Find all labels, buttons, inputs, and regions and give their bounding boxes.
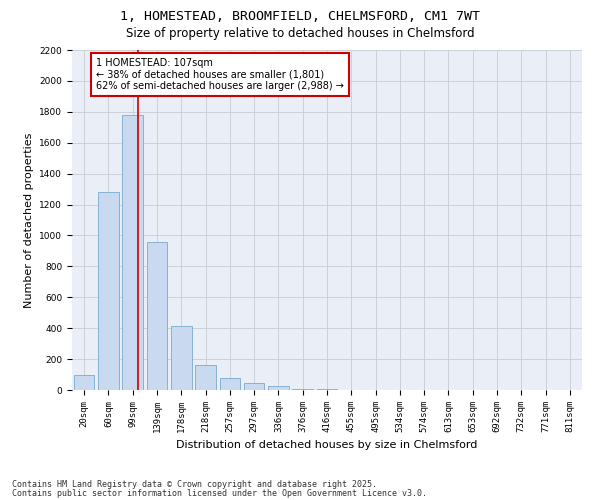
- Bar: [171, 326, 191, 390]
- Bar: [268, 386, 289, 390]
- Bar: [220, 378, 240, 390]
- Text: 1, HOMESTEAD, BROOMFIELD, CHELMSFORD, CM1 7WT: 1, HOMESTEAD, BROOMFIELD, CHELMSFORD, CM…: [120, 10, 480, 23]
- Bar: [195, 366, 216, 390]
- Bar: [122, 115, 143, 390]
- Text: Contains public sector information licensed under the Open Government Licence v3: Contains public sector information licen…: [12, 489, 427, 498]
- Bar: [74, 374, 94, 390]
- Text: Size of property relative to detached houses in Chelmsford: Size of property relative to detached ho…: [125, 28, 475, 40]
- Text: 1 HOMESTEAD: 107sqm
← 38% of detached houses are smaller (1,801)
62% of semi-det: 1 HOMESTEAD: 107sqm ← 38% of detached ho…: [96, 58, 344, 91]
- Text: Contains HM Land Registry data © Crown copyright and database right 2025.: Contains HM Land Registry data © Crown c…: [12, 480, 377, 489]
- Bar: [98, 192, 119, 390]
- Bar: [146, 242, 167, 390]
- Y-axis label: Number of detached properties: Number of detached properties: [24, 132, 34, 308]
- Bar: [244, 383, 265, 390]
- X-axis label: Distribution of detached houses by size in Chelmsford: Distribution of detached houses by size …: [176, 440, 478, 450]
- Bar: [292, 389, 313, 390]
